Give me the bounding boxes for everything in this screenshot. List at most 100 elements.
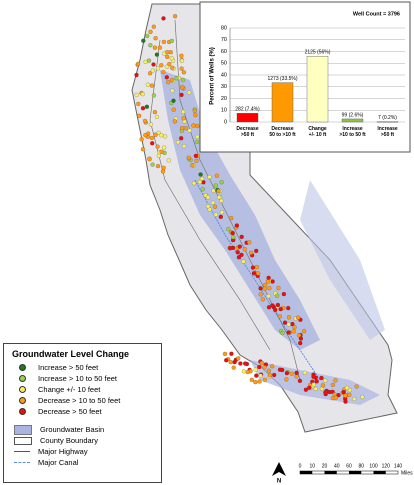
- well-dot: [192, 108, 197, 113]
- well-dot: [142, 118, 148, 124]
- y-tick-label: 10: [221, 108, 227, 114]
- well-dot: [145, 33, 150, 39]
- well-dot: [179, 136, 184, 141]
- well-dot: [286, 306, 291, 311]
- well-dot: [175, 140, 181, 145]
- well-dot: [139, 137, 144, 142]
- well-dot: [242, 247, 247, 252]
- well-dot: [206, 204, 211, 209]
- well-dot: [259, 360, 264, 366]
- well-dot: [186, 155, 191, 160]
- y-axis-label: Percent of Wells (%): [210, 47, 216, 105]
- bar: [306, 56, 329, 123]
- x-tick-label: Increase >50 ft: [377, 126, 398, 138]
- well-dot: [136, 101, 141, 107]
- well-dot: [164, 64, 170, 69]
- legend-item: Decrease > 10 to 50 feet: [14, 395, 161, 406]
- well-dot: [319, 386, 325, 391]
- well-dot: [257, 379, 262, 384]
- well-dot: [294, 370, 299, 375]
- well-dot: [193, 153, 198, 158]
- legend-swatch: [14, 364, 30, 372]
- well-dot: [152, 109, 157, 115]
- well-dot: [201, 180, 206, 185]
- well-dot: [241, 259, 246, 264]
- well-dot: [276, 285, 281, 291]
- well-dot: [148, 71, 153, 76]
- legend-item: County Boundary: [14, 435, 161, 446]
- value-label: 7 (0.2%): [378, 115, 397, 121]
- y-tick-label: 70: [221, 37, 227, 43]
- bar: [236, 113, 259, 123]
- well-dot: [181, 109, 186, 115]
- well-dot: [168, 50, 173, 55]
- legend-label: Major Canal: [38, 458, 79, 467]
- well-dot: [161, 69, 166, 75]
- well-dot: [297, 378, 302, 383]
- well-dot: [216, 188, 221, 194]
- well-dot: [330, 382, 335, 387]
- well-dot: [154, 52, 159, 57]
- legend-label: Change +/- 10 feet: [38, 385, 101, 394]
- well-dot: [245, 370, 250, 375]
- legend-gap: [4, 417, 161, 424]
- y-tick-label: 30: [221, 84, 227, 90]
- well-dot: [197, 179, 202, 185]
- well-dot: [298, 341, 303, 346]
- scale-label: 120: [382, 463, 391, 469]
- well-dot: [298, 336, 303, 341]
- well-dot: [311, 374, 316, 379]
- well-dot: [166, 158, 171, 163]
- well-dot: [169, 56, 174, 61]
- well-dot: [150, 162, 155, 167]
- legend-label: Increase > 50 feet: [38, 363, 99, 372]
- well-dot: [248, 250, 254, 255]
- well-dot: [149, 135, 154, 140]
- well-dot: [150, 141, 155, 146]
- legend-item: Increase > 50 feet: [14, 362, 161, 373]
- north-label: N: [277, 479, 281, 485]
- well-dot: [270, 364, 275, 369]
- well-dot: [266, 294, 271, 299]
- well-dot: [278, 307, 283, 312]
- legend-dot: [18, 386, 26, 393]
- well-dot: [254, 265, 259, 270]
- well-dot: [150, 68, 155, 73]
- well-dot: [169, 38, 174, 44]
- well-dot: [291, 329, 296, 334]
- scale-label: 0: [299, 463, 302, 469]
- well-dot: [159, 149, 164, 154]
- well-dot: [169, 77, 174, 83]
- well-dot: [151, 24, 156, 29]
- well-dot: [187, 128, 192, 133]
- well-dot: [164, 75, 169, 80]
- well-dot: [148, 29, 153, 34]
- legend-swatch: [14, 397, 30, 405]
- well-dot: [144, 104, 149, 109]
- value-label: 2125 (56%): [305, 50, 331, 56]
- well-dot: [263, 282, 268, 288]
- well-dot: [161, 16, 166, 21]
- well-dot: [258, 292, 263, 297]
- well-dot: [154, 114, 159, 120]
- well-dot: [284, 377, 289, 382]
- value-label: 1273 (33.5%): [267, 76, 297, 82]
- well-dot: [180, 85, 185, 90]
- well-dot: [226, 227, 231, 232]
- inset-chart: 0 10 20 30 40 50 60 70 80 282 (7.4%) 1273 (33.5%) 2…: [221, 25, 405, 125]
- well-dot: [153, 132, 158, 137]
- north-arrow: N: [272, 462, 286, 485]
- well-dot: [241, 369, 246, 374]
- well-dot: [159, 133, 164, 138]
- well-dot: [161, 39, 166, 45]
- legend-swatch: [14, 451, 30, 452]
- well-dot: [165, 54, 170, 60]
- y-tick-label: 40: [221, 72, 227, 78]
- well-dot: [343, 393, 348, 398]
- well-dot: [170, 65, 175, 70]
- legend-label: Major Highway: [38, 447, 88, 456]
- well-dot: [236, 356, 241, 361]
- well-dot: [210, 200, 216, 205]
- scale-label: 100: [369, 463, 378, 469]
- well-dot: [286, 315, 292, 320]
